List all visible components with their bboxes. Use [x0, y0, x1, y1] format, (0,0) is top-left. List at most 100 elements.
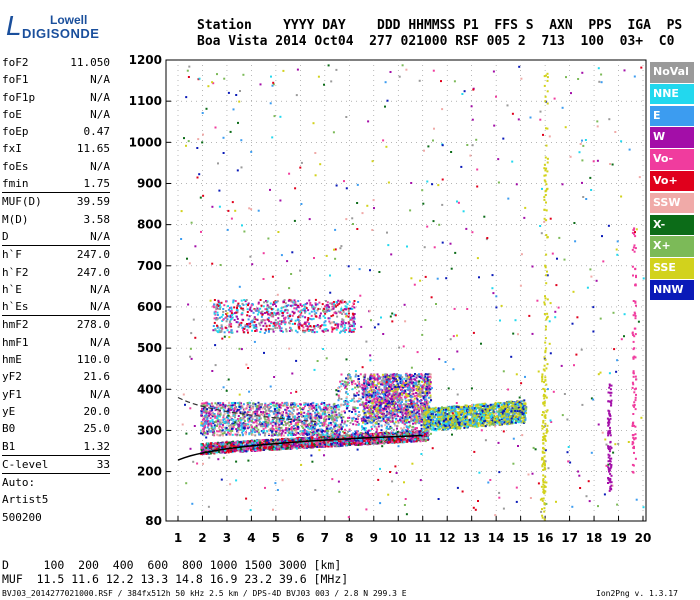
polarization-legend: NoVal NNE E W Vo- Vo+ SSW X- X+ SSE NNW — [650, 62, 694, 302]
param-row: MUF(D) 39.59 — [2, 193, 110, 210]
param-value: 20.0 — [83, 404, 111, 418]
param-name: M(D) — [2, 212, 29, 226]
param-name: foF1 — [2, 73, 29, 87]
x-tick-label: 17 — [561, 531, 578, 545]
param-row: B0 25.0 — [2, 420, 110, 437]
param-value: 0.47 — [83, 125, 111, 139]
y-tick-label: 900 — [137, 176, 162, 190]
param-name: foE — [2, 107, 22, 121]
param-separator — [2, 473, 110, 475]
file-info-footer: BVJ03_2014277021000.RSF / 384fx512h 50 k… — [2, 589, 407, 598]
param-name: B1 — [2, 439, 16, 453]
y-tick-label: 300 — [137, 423, 162, 437]
param-row: yF2 21.6 — [2, 368, 110, 385]
param-row: hmE 110.0 — [2, 351, 110, 368]
legend-vo-swatch: Vo+ — [650, 170, 694, 192]
param-row: foF1p N/A — [2, 89, 110, 106]
x-tick-label: 18 — [586, 531, 603, 545]
y-tick-label: 600 — [137, 300, 162, 314]
param-name: yF2 — [2, 370, 22, 384]
param-name: foEp — [2, 125, 29, 139]
param-separator — [2, 315, 110, 317]
x-tick-label: 7 — [321, 531, 329, 545]
param-name: h`F — [2, 248, 22, 262]
muf-value-row: MUF 11.5 11.6 12.2 13.3 14.8 16.9 23.2 3… — [2, 572, 349, 586]
y-tick-label: 400 — [137, 382, 162, 396]
y-tick-label: 1200 — [129, 53, 162, 67]
param-value: N/A — [90, 229, 110, 243]
y-tick-label: 80 — [145, 514, 162, 528]
x-tick-label: 2 — [198, 531, 206, 545]
param-name: yE — [2, 404, 16, 418]
digisonde-logo: L Lowell DIGISONDE — [6, 4, 99, 44]
x-tick-label: 9 — [370, 531, 378, 545]
param-name: hmE — [2, 353, 22, 367]
param-row: M(D) 3.58 — [2, 211, 110, 228]
param-value: N/A — [90, 73, 110, 87]
x-tick-label: 15 — [512, 531, 529, 545]
param-name: MUF(D) — [2, 195, 42, 209]
param-row: foE N/A — [2, 106, 110, 123]
legend-e-swatch: E — [650, 105, 694, 127]
param-value: 1.75 — [83, 177, 111, 191]
param-value: 278.0 — [76, 318, 110, 332]
param-row: yF1 N/A — [2, 386, 110, 403]
param-value: 247.0 — [76, 248, 110, 262]
x-tick-label: 12 — [439, 531, 456, 545]
legend-nnw-swatch: NNW — [650, 279, 694, 301]
model-upper-curve — [177, 396, 320, 423]
x-tick-label: 10 — [390, 531, 407, 545]
param-name: D — [2, 229, 9, 243]
param-name: fxI — [2, 142, 22, 156]
param-row: B1 1.32 — [2, 438, 110, 455]
param-value: N/A — [90, 282, 110, 296]
param-separator — [2, 245, 110, 247]
legend-x-swatch: X- — [650, 214, 694, 236]
legend-w-swatch: W — [650, 127, 694, 148]
y-tick-label: 1000 — [129, 135, 162, 149]
x-tick-label: 14 — [488, 531, 505, 545]
param-name: fmin — [2, 177, 29, 191]
autoscaling-info: Auto: — [2, 476, 36, 490]
y-tick-label: 200 — [137, 465, 162, 479]
param-name: foF1p — [2, 90, 36, 104]
param-row: foF2 11.050 — [2, 54, 110, 71]
y-tick-label: 800 — [137, 218, 162, 232]
param-name: foF2 — [2, 56, 29, 69]
x-tick-label: 8 — [345, 531, 353, 545]
x-tick-label: 4 — [247, 531, 255, 545]
logo-digisonde: DIGISONDE — [22, 26, 100, 41]
legend-x-swatch: X+ — [650, 236, 694, 257]
version-footer: Ion2Png v. 1.3.17 — [596, 589, 678, 598]
y-tick-label: 1100 — [129, 94, 162, 108]
param-value: 25.0 — [83, 422, 111, 436]
param-name: yF1 — [2, 387, 22, 401]
param-row: foF1 N/A — [2, 71, 110, 88]
x-tick-label: 11 — [414, 531, 431, 545]
param-row: hmF2 278.0 — [2, 316, 110, 333]
param-row: D N/A — [2, 228, 110, 245]
y-tick-label: 500 — [137, 341, 162, 355]
param-name: h`Es — [2, 300, 29, 314]
param-name: hmF1 — [2, 335, 29, 349]
param-row: yE 20.0 — [2, 403, 110, 420]
param-value: N/A — [90, 159, 110, 173]
param-separator — [2, 454, 110, 456]
param-value: 39.59 — [76, 195, 110, 209]
param-value: N/A — [90, 107, 110, 121]
param-name: hmF2 — [2, 318, 29, 332]
param-value: 247.0 — [76, 265, 110, 279]
param-row: h`Es N/A — [2, 298, 110, 315]
param-row: h`F2 247.0 — [2, 264, 110, 281]
param-row: foEp 0.47 — [2, 123, 110, 140]
x-tick-label: 16 — [537, 531, 554, 545]
logo-lowell: Lowell — [50, 13, 88, 27]
param-row: fxI 11.65 — [2, 140, 110, 157]
param-name: foEs — [2, 159, 29, 173]
param-value: 33 — [96, 457, 110, 471]
scaled-parameters-panel: foF2 11.050 foF1 N/A foF1p N/A foE N/A foEp 0.47 f… — [2, 54, 110, 526]
plot-frame — [165, 59, 647, 522]
header-values: Boa Vista 2014 Oct04 277 021000 RSF 005 … — [197, 34, 675, 49]
param-name: B0 — [2, 422, 16, 436]
echo-traces — [180, 64, 645, 521]
